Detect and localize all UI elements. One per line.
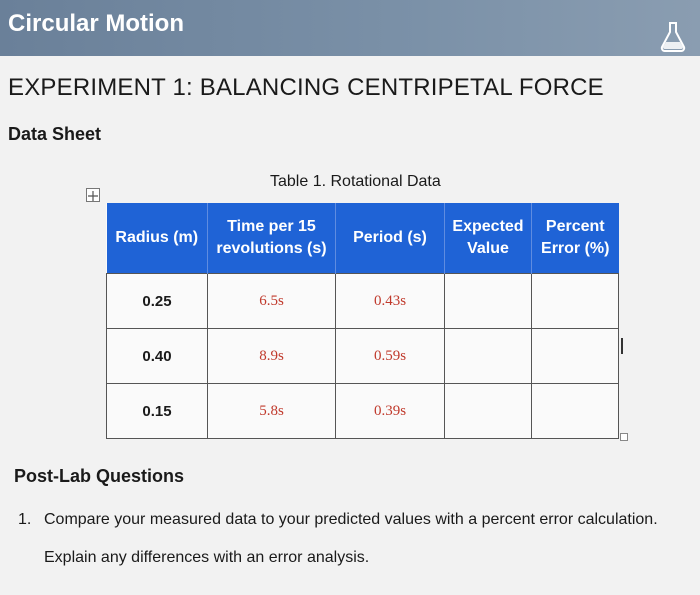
table-move-handle-icon[interactable] [86,188,100,202]
column-header-percent-error: Percent Error (%) [531,203,619,274]
header-banner: Circular Motion [0,0,700,56]
cell-expected[interactable] [444,273,532,329]
section-title: Data Sheet [8,124,102,144]
cell-percent-error[interactable] [531,328,619,384]
cell-period[interactable]: 0.43s [335,273,445,329]
table-resize-handle[interactable] [620,433,628,441]
question-number: 1. [18,511,32,528]
plus-arrows-icon [88,191,98,201]
table-caption: Table 1. Rotational Data [270,173,441,190]
cell-period[interactable]: 0.59s [335,328,445,384]
rotational-data-table: Radius (m) Time per 15 revolutions (s) Pe… [106,203,619,439]
column-header-radius: Radius (m) [106,203,208,274]
table-row: 0.40 8.9s 0.59s [106,328,619,384]
cell-radius[interactable]: 0.25 [106,273,208,329]
question-text-line1: Compare your measured data to your predi… [44,511,658,528]
cell-time[interactable]: 8.9s [207,328,336,384]
cell-time[interactable]: 6.5s [207,273,336,329]
cell-radius[interactable]: 0.15 [106,383,208,439]
column-header-period: Period (s) [335,203,445,274]
cell-time[interactable]: 5.8s [207,383,336,439]
cell-radius[interactable]: 0.40 [106,328,208,384]
cell-period[interactable]: 0.39s [335,383,445,439]
table-row: 0.15 5.8s 0.39s [106,383,619,439]
post-lab-title: Post-Lab Questions [14,466,185,486]
experiment-title: EXPERIMENT 1: BALANCING CENTRIPETAL FORC… [8,74,604,101]
cell-expected[interactable] [444,383,532,439]
column-header-expected: Expected Value [444,203,532,274]
flask-icon [660,22,686,52]
table-header-row: Radius (m) Time per 15 revolutions (s) Pe… [106,203,619,274]
table-row: 0.25 6.5s 0.43s [106,273,619,329]
cell-percent-error[interactable] [531,383,619,439]
cell-expected[interactable] [444,328,532,384]
cell-percent-error[interactable] [531,273,619,329]
text-cursor [621,338,623,354]
question-text-line2: Explain any differences with an error an… [44,549,370,566]
column-header-time: Time per 15 revolutions (s) [207,203,336,274]
page-title: Circular Motion [8,10,185,37]
